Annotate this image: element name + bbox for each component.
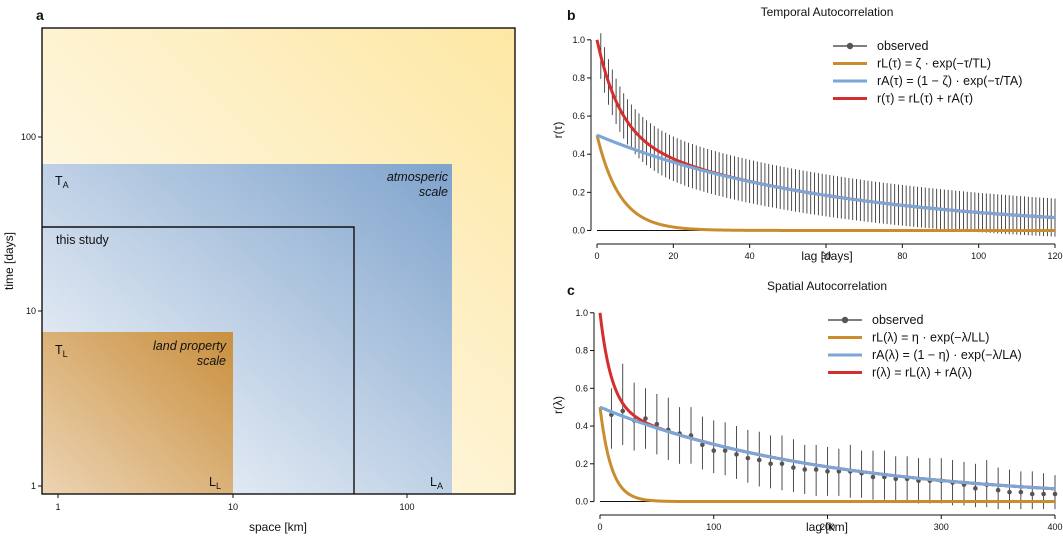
panel-b-plot: 0 20 40 60 80 100 120 0.0 0.2 0.4 0.6 0.8 1.0 [572, 33, 1063, 261]
panel-b-ytick-label: 0.0 [572, 225, 585, 235]
panel-c: c Spatial Autocorrelation 0 100 200 300 4000… [551, 279, 1063, 534]
panel-b-xlabel: lag [days] [801, 249, 852, 263]
panel-c-observed-point [1052, 491, 1058, 497]
panel-c-observed-point [870, 474, 876, 480]
panel-c-xtick-label: 100 [706, 522, 721, 532]
panel-b-title: Temporal Autocorrelation [761, 5, 894, 19]
panel-letter-a: a [36, 7, 44, 23]
panel-c-observed-point [1029, 491, 1035, 497]
panel-c-observed-point [893, 476, 899, 482]
panel-a-xtick-label: 100 [399, 502, 414, 512]
panel-c-observed-point [995, 487, 1001, 493]
panel-c-observed-point [973, 486, 978, 491]
panel-b-rL-curve [595, 134, 1055, 232]
panel-b-ytick-label: 0.4 [572, 149, 585, 159]
panel-c-observed-point [813, 467, 819, 472]
atmospheric-label: atmosperic scale [387, 170, 449, 199]
panel-c-title: Spatial Autocorrelation [767, 279, 887, 293]
panel-c-xtick-label: 400 [1047, 522, 1062, 532]
panel-c-observed-point [722, 448, 728, 453]
panel-c-observed-point [1041, 491, 1046, 497]
land-region [42, 332, 233, 494]
panel-c-observed-point [711, 448, 717, 453]
panel-b-xtick-label: 100 [971, 251, 986, 261]
panel-a-ylabel: time [days] [2, 232, 16, 290]
study-boundary [42, 226, 355, 494]
panel-c-ytick-label: 1.0 [575, 308, 588, 318]
panel-b-ytick-label: 0.8 [572, 73, 585, 83]
panel-c-legend-label: rL(λ) = η · exp(−λ/LL) [872, 331, 989, 345]
panel-c-observed-point [643, 416, 648, 421]
land-label: land property scale [153, 339, 227, 368]
panel-a-ytick-label: 1 [31, 481, 36, 491]
panel-a-frame [41, 27, 516, 495]
panel-a-axes: 1 10 100 1 10 100 [21, 132, 415, 512]
panel-c-observed-point [802, 467, 808, 472]
panel-c-observed-point [1007, 489, 1012, 495]
study-label: this study [56, 233, 110, 247]
panel-a-xtick-label: 1 [55, 502, 60, 512]
panel-c-observed-point [779, 461, 785, 467]
panel-c-xtick-label: 200 [820, 522, 835, 532]
panel-b-legend-label: rL(τ) = ζ · exp(−τ/TL) [877, 57, 991, 71]
panel-c-xtick-label: 300 [934, 522, 949, 532]
panel-b-xtick-label: 20 [668, 251, 678, 261]
panel-b-legend-label: rA(τ) = (1 − ζ) · exp(−τ/TA) [877, 74, 1022, 88]
panel-c-ytick-label: 0.4 [575, 421, 588, 431]
panel-c-observed-point [745, 455, 751, 461]
panel-c-ytick-label: 0.2 [575, 459, 588, 469]
panel-b-xtick-label: 40 [745, 251, 755, 261]
panel-c-legend-label: observed [872, 313, 923, 327]
panel-b-xtick-label: 0 [594, 251, 599, 261]
panel-c-observed-point [768, 461, 773, 467]
panel-b-legend: observed rL(τ) = ζ · exp(−τ/TL) rA(τ) = (1… [833, 39, 1022, 106]
panel-c-xtick-label: 0 [597, 522, 602, 532]
panel-c-legend-label: rA(λ) = (1 − η) · exp(−λ/LA) [872, 348, 1022, 362]
panel-c-legend: observed rL(λ) = η · exp(−λ/LL) rA(λ) = (1… [828, 313, 1022, 380]
panel-c-xlabel: lag [km] [806, 520, 848, 534]
panel-a-ytick-label: 10 [26, 306, 36, 316]
panel-b-ylabel: r(τ) [551, 122, 565, 139]
panel-c-legend-label: r(λ) = rL(λ) + rA(λ) [872, 366, 972, 380]
panel-b-xtick-label: 60 [821, 251, 831, 261]
panel-c-ylabel: r(λ) [551, 396, 565, 414]
panel-c-plot: 0 100 200 300 400 0.0 0.2 0.4 0.6 0.8 1.0 [575, 308, 1062, 532]
panel-b-ytick-label: 1.0 [572, 35, 585, 45]
panel-c-rA-curve-overlay [599, 405, 1056, 491]
panel-b: b Temporal Autocorrelation 0 20 40 60 80 100 1… [551, 5, 1063, 263]
panel-b-rA-curve-overlay [596, 133, 1056, 220]
panel-c-observed-point [756, 457, 762, 463]
panel-b-ytick-label: 0.2 [572, 187, 585, 197]
panel-c-observed-point [734, 452, 739, 457]
panel-letter-b: b [567, 7, 576, 23]
panel-letter-c: c [567, 282, 575, 298]
panel-b-xtick-label: 80 [897, 251, 907, 261]
panel-a-xtick-label: 10 [228, 502, 238, 512]
panel-a: a atmosperic scale land property scale thi… [2, 7, 516, 534]
panel-c-observed-point [1018, 489, 1024, 495]
panel-b-legend-marker [846, 42, 854, 50]
panel-c-observed-point [620, 408, 626, 414]
panel-c-legend-marker [841, 316, 849, 324]
panel-c-ytick-label: 0.8 [575, 346, 588, 356]
panel-a-xlabel: space [km] [249, 520, 307, 534]
panel-c-observed-point [791, 465, 796, 470]
panel-b-ytick-label: 0.6 [572, 111, 585, 121]
panel-c-observed-point [654, 421, 660, 427]
panel-b-legend-label: r(τ) = rL(τ) + rA(τ) [877, 92, 973, 106]
panel-c-rL-curve [598, 406, 1055, 504]
panel-c-ytick-label: 0.6 [575, 383, 588, 393]
panel-a-ytick-label: 100 [21, 132, 36, 142]
panel-c-observed-point [700, 442, 705, 448]
panel-b-legend-label: observed [877, 39, 928, 53]
panel-b-xtick-label: 120 [1047, 251, 1062, 261]
ll-label: LL [209, 475, 221, 491]
panel-c-observed-point [825, 469, 830, 474]
panel-c-ytick-label: 0.0 [575, 497, 588, 507]
